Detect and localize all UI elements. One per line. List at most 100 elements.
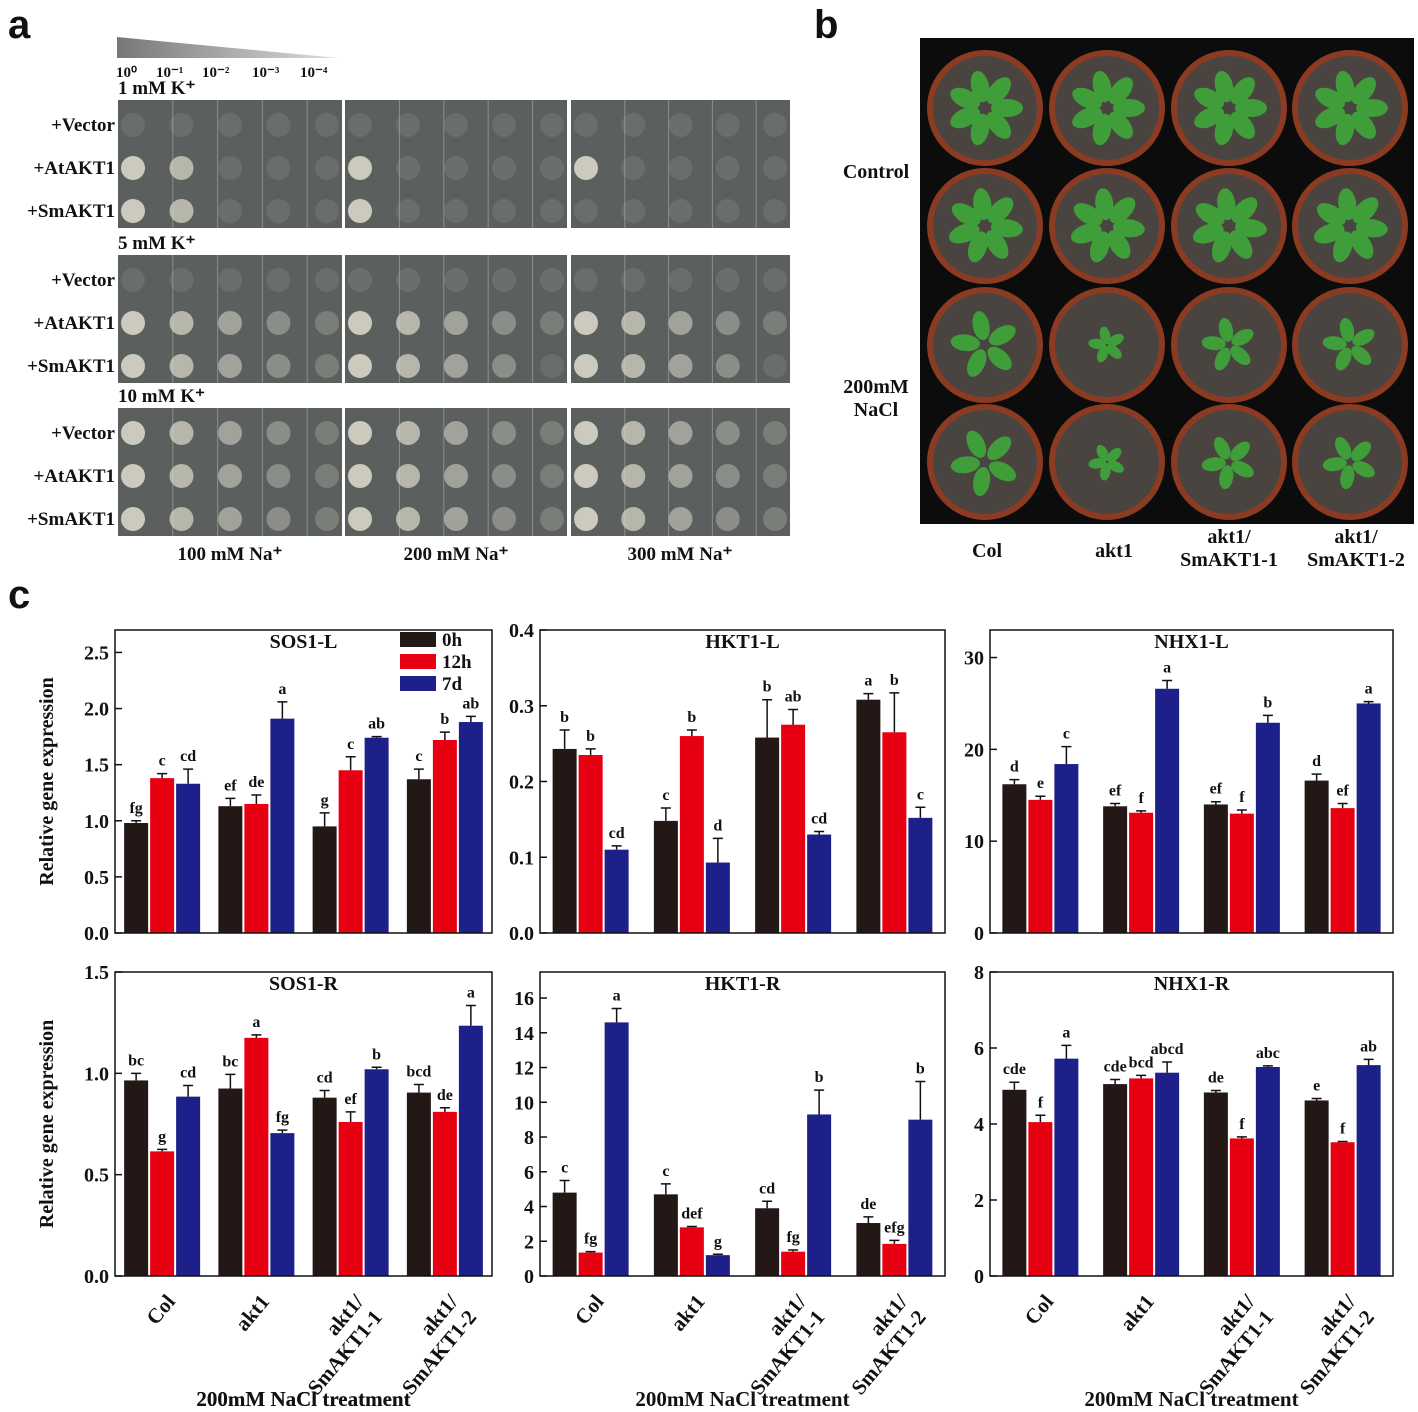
leaf xyxy=(970,113,990,146)
bar xyxy=(908,1119,933,1276)
leaf xyxy=(1351,111,1376,139)
significance-letter: def xyxy=(681,1205,703,1222)
significance-letter: de xyxy=(437,1087,453,1104)
yeast-spot xyxy=(315,156,339,180)
bar xyxy=(1203,804,1228,933)
significance-letter: ef xyxy=(224,777,237,794)
yeast-spot xyxy=(492,421,516,445)
yeast-spot xyxy=(315,507,339,531)
y-tick-label: 30 xyxy=(964,648,984,670)
significance-letter: b xyxy=(440,711,449,728)
legend-label: 0h xyxy=(442,630,463,651)
yeast-spot xyxy=(715,113,740,137)
plot-frame xyxy=(989,971,1394,1277)
bar xyxy=(679,736,704,933)
error-bar xyxy=(762,698,773,738)
strain-label: +AtAKT1 xyxy=(33,158,115,179)
yeast-spot xyxy=(348,113,372,137)
leaf xyxy=(1100,462,1111,481)
significance-letter: abcd xyxy=(1151,1041,1184,1058)
x-tick-label: akt1 xyxy=(230,1290,274,1336)
yeast-spot xyxy=(169,464,194,488)
yeast-spot xyxy=(574,268,598,292)
yeast-spot xyxy=(396,354,420,378)
error-bar xyxy=(413,1083,424,1093)
significance-letter: fg xyxy=(584,1231,597,1248)
x-axis-label: 200mM NaCl treatment xyxy=(1084,1387,1298,1411)
leaf xyxy=(1214,70,1234,103)
yeast-spot xyxy=(218,464,242,488)
error-bar xyxy=(183,1084,194,1097)
y-tick-label: 6 xyxy=(524,1162,534,1184)
yeast-spot xyxy=(121,311,145,335)
leaf xyxy=(1352,197,1379,224)
x-tick-label: akt1 xyxy=(1115,1290,1159,1336)
yeast-spot xyxy=(715,156,740,180)
x-tick-label: akt1/SmAKT1-1 xyxy=(1175,1289,1279,1399)
bar xyxy=(1304,1100,1329,1276)
leaf xyxy=(986,111,1011,139)
y-tick-label: 20 xyxy=(964,739,984,761)
dilution-label: 10⁻³ xyxy=(252,65,280,81)
pot-soil xyxy=(1177,56,1281,160)
leaf xyxy=(1106,344,1122,359)
yeast-spot xyxy=(574,156,598,180)
error-bar xyxy=(465,1004,476,1026)
yeast-spot xyxy=(574,464,598,488)
leaf xyxy=(973,466,991,497)
genotype-label: akt1/SmAKT1-1 xyxy=(1180,526,1278,571)
strain-label: +SmAKT1 xyxy=(27,356,115,377)
leaf xyxy=(966,430,987,458)
leaf xyxy=(1322,336,1347,351)
leaf xyxy=(970,70,990,103)
significance-letter: f xyxy=(1239,789,1245,806)
error-bar xyxy=(712,1253,723,1256)
bar xyxy=(432,1111,457,1276)
leaf xyxy=(1351,441,1371,462)
leaf xyxy=(1088,338,1106,350)
yeast-spot xyxy=(621,268,646,292)
plot-frame xyxy=(539,971,946,1277)
plot-frame xyxy=(114,971,493,1277)
significance-letter: bc xyxy=(128,1052,144,1069)
bar xyxy=(1002,784,1027,933)
bar xyxy=(807,1114,832,1276)
significance-letter: efg xyxy=(884,1219,904,1236)
error-bar xyxy=(251,794,262,804)
yeast-spot xyxy=(218,311,242,335)
yeast-spot xyxy=(396,156,420,180)
error-bar xyxy=(1311,1097,1322,1101)
bar xyxy=(856,699,881,933)
bar xyxy=(705,1255,730,1276)
yeast-spot xyxy=(540,507,564,531)
leaf xyxy=(1214,436,1231,460)
significance-letter: cd xyxy=(317,1070,333,1087)
significance-letter: bcd xyxy=(406,1063,431,1080)
error-bar xyxy=(686,729,697,737)
significance-letter: b xyxy=(815,1069,824,1086)
yeast-spot xyxy=(218,268,242,292)
significance-letter: ab xyxy=(368,716,385,733)
strain-label: +SmAKT1 xyxy=(27,509,115,530)
bar xyxy=(1229,1138,1254,1276)
agar-plate xyxy=(571,100,790,228)
yeast-spot xyxy=(121,199,145,223)
leaf xyxy=(1218,317,1234,342)
error-bar xyxy=(915,806,926,818)
yeast-spot xyxy=(763,464,787,488)
bar xyxy=(1229,813,1254,933)
significance-letter: a xyxy=(613,987,621,1004)
error-bar xyxy=(1363,1058,1374,1066)
error-bar xyxy=(788,708,799,725)
significance-letter: cd xyxy=(811,810,827,827)
error-bar xyxy=(1337,802,1348,809)
x-tick-label: Col xyxy=(1020,1290,1059,1330)
error-bar xyxy=(319,1089,330,1098)
strain-label: +Vector xyxy=(51,270,115,291)
error-bar xyxy=(889,692,900,733)
significance-letter: de xyxy=(248,774,264,791)
bar xyxy=(1054,1058,1079,1276)
bar xyxy=(218,806,243,933)
leaf xyxy=(950,106,981,129)
